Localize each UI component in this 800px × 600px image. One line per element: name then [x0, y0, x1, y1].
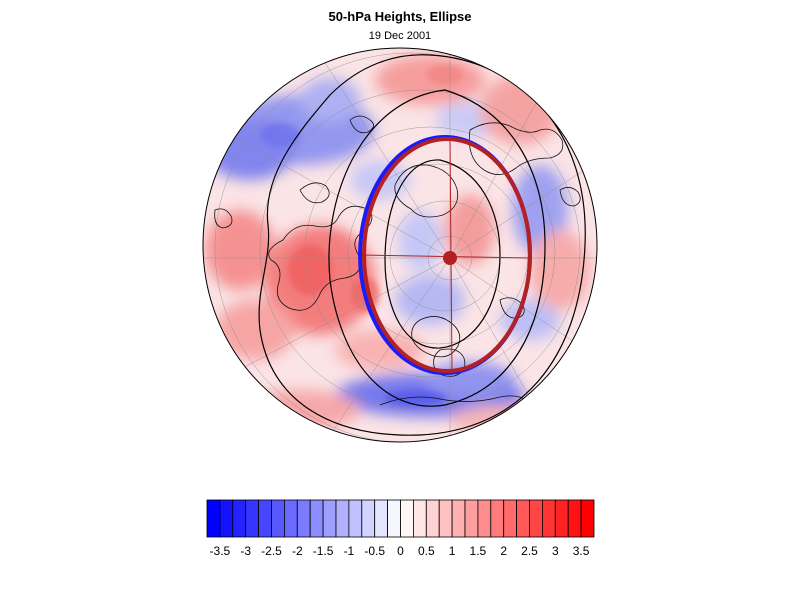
colorbar-box: [438, 499, 453, 538]
colorbar-tick-label: -2: [292, 544, 303, 558]
colorbar-box: [567, 499, 582, 538]
colorbar-tick-label: 2: [500, 544, 507, 558]
colorbar-box: [477, 499, 492, 538]
colorbar-box: [283, 499, 298, 538]
colorbar-tick-label: -3: [240, 544, 251, 558]
map-date: 19 Dec 2001: [368, 30, 432, 42]
colorbar-box: [232, 499, 247, 538]
colorbar-box: [412, 499, 427, 538]
colorbar-box: [400, 499, 414, 538]
colorbar-tick-label: 3: [552, 544, 559, 558]
colorbar-box: [490, 499, 505, 538]
colorbar-box: [554, 499, 569, 538]
colorbar-box: [451, 499, 466, 538]
colorbar-tick-label: 3.5: [573, 544, 590, 558]
colorbar-box: [542, 499, 556, 538]
colorbar-tick-label: 1: [449, 544, 456, 558]
colorbar-box: [322, 499, 337, 538]
colorbar-box: [387, 499, 401, 538]
colorbar-box: [425, 499, 440, 538]
colorbar-ticks: -3.5 -3 -2.5 -2 -1.5 -1 -0.5 0 0.5 1 1.5 2 2.5 3 3.5: [210, 544, 590, 558]
colorbar-box: [206, 499, 221, 538]
ellipse-center-marker: [443, 251, 457, 265]
colorbar-box: [296, 499, 311, 538]
coastlines: [214, 115, 581, 406]
colorbar-box: [245, 499, 259, 538]
map-title: 50-hPa Heights, Ellipse: [328, 9, 472, 24]
colorbar-tick-label: -1.5: [313, 544, 334, 558]
colorbar-tick-label: -1: [344, 544, 355, 558]
colorbar-box: [580, 499, 595, 538]
colorbar-tick-label: -3.5: [210, 544, 231, 558]
colorbar-box: [335, 499, 350, 538]
colorbar-tick-label: 0: [397, 544, 404, 558]
colorbar-box: [464, 499, 479, 538]
colorbar-box: [271, 499, 285, 538]
colorbar-box: [503, 499, 518, 538]
colorbar-box: [258, 499, 272, 538]
colorbar-tick-label: 0.5: [418, 544, 435, 558]
colorbar-box: [529, 499, 543, 538]
globe-outline: [202, 47, 598, 443]
colorbar-box: [309, 499, 324, 538]
height-contours: [258, 54, 586, 436]
colorbar-boxes: [206, 499, 595, 538]
colorbar-box: [374, 499, 389, 538]
colorbar-tick-label: -0.5: [364, 544, 385, 558]
colorbar-box: [348, 499, 363, 538]
colorbar-tick-label: -2.5: [261, 544, 282, 558]
colorbar-tick-label: 1.5: [470, 544, 487, 558]
colorbar-tick-label: 2.5: [521, 544, 538, 558]
colorbar-box: [361, 499, 376, 538]
colorbar-box: [516, 499, 530, 538]
colorbar-box: [219, 499, 234, 538]
